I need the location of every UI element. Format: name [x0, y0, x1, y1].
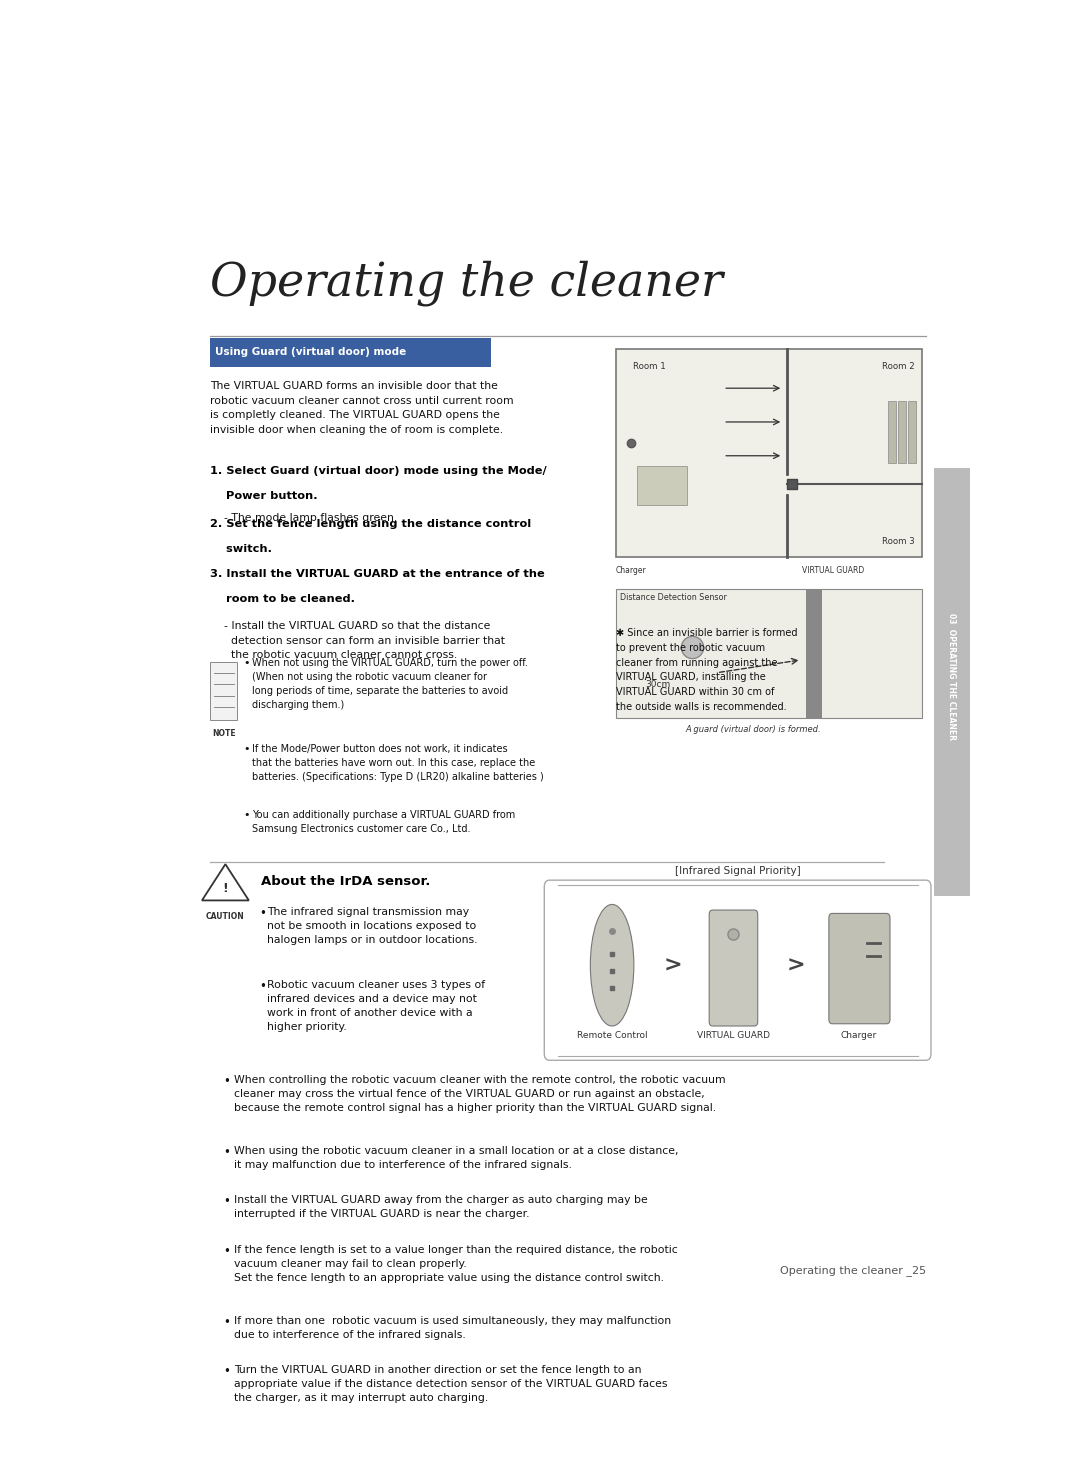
Text: •: •: [259, 981, 266, 993]
FancyBboxPatch shape: [211, 662, 238, 721]
Text: •: •: [224, 1196, 231, 1209]
Text: - Install the VIRTUAL GUARD so that the distance
      detection sensor can form: - Install the VIRTUAL GUARD so that the …: [211, 621, 505, 659]
Text: - The mode lamp flashes green.: - The mode lamp flashes green.: [211, 513, 397, 523]
Text: •: •: [244, 658, 251, 668]
Text: room to be cleaned.: room to be cleaned.: [211, 594, 355, 604]
FancyBboxPatch shape: [617, 589, 922, 718]
Text: The VIRTUAL GUARD forms an invisible door that the
robotic vacuum cleaner cannot: The VIRTUAL GUARD forms an invisible doo…: [211, 382, 514, 434]
Text: About the IrDA sensor.: About the IrDA sensor.: [260, 874, 430, 887]
Text: VIRTUAL GUARD: VIRTUAL GUARD: [802, 566, 864, 575]
Text: Remote Control: Remote Control: [577, 1031, 647, 1039]
Text: Distance Detection Sensor: Distance Detection Sensor: [620, 594, 727, 602]
Text: When not using the VIRTUAL GUARD, turn the power off.
(When not using the roboti: When not using the VIRTUAL GUARD, turn t…: [253, 658, 528, 711]
Text: >: >: [663, 955, 683, 975]
FancyBboxPatch shape: [637, 465, 687, 504]
Text: •: •: [259, 906, 266, 920]
Text: The infrared signal transmission may
not be smooth in locations exposed to
halog: The infrared signal transmission may not…: [267, 906, 477, 944]
Text: If more than one  robotic vacuum is used simultaneously, they may malfunction
du: If more than one robotic vacuum is used …: [233, 1316, 671, 1339]
FancyBboxPatch shape: [544, 880, 931, 1060]
Text: switch.: switch.: [211, 544, 272, 554]
Text: 1. Select Guard (virtual door) mode using the Mode/: 1. Select Guard (virtual door) mode usin…: [211, 466, 546, 475]
Text: •: •: [224, 1246, 231, 1257]
Text: Using Guard (virtual door) mode: Using Guard (virtual door) mode: [215, 346, 406, 357]
Text: VIRTUAL GUARD: VIRTUAL GUARD: [697, 1031, 770, 1039]
FancyBboxPatch shape: [908, 402, 916, 463]
Text: •: •: [244, 810, 251, 820]
Text: Operating the cleaner: Operating the cleaner: [211, 260, 724, 306]
Text: !: !: [222, 882, 228, 895]
Text: 03  OPERATING THE CLEANER: 03 OPERATING THE CLEANER: [947, 613, 957, 740]
FancyBboxPatch shape: [888, 402, 895, 463]
Text: 3. Install the VIRTUAL GUARD at the entrance of the: 3. Install the VIRTUAL GUARD at the entr…: [211, 570, 545, 579]
Text: You can additionally purchase a VIRTUAL GUARD from
Samsung Electronics customer : You can additionally purchase a VIRTUAL …: [253, 810, 515, 835]
Text: CAUTION: CAUTION: [206, 912, 245, 921]
FancyBboxPatch shape: [617, 349, 922, 557]
Text: If the Mode/Power button does not work, it indicates
that the batteries have wor: If the Mode/Power button does not work, …: [253, 744, 544, 782]
Text: •: •: [244, 744, 251, 754]
Text: Room 1: Room 1: [633, 363, 665, 371]
Text: Room 3: Room 3: [882, 537, 915, 545]
Text: •: •: [224, 1316, 231, 1329]
Text: 30cm: 30cm: [646, 680, 671, 689]
Text: When using the robotic vacuum cleaner in a small location or at a close distance: When using the robotic vacuum cleaner in…: [233, 1146, 678, 1170]
Text: •: •: [224, 1146, 231, 1159]
Text: Robotic vacuum cleaner uses 3 types of
infrared devices and a device may not
wor: Robotic vacuum cleaner uses 3 types of i…: [267, 981, 485, 1032]
Text: •: •: [224, 1366, 231, 1379]
Text: Power button.: Power button.: [211, 491, 318, 500]
Text: Room 2: Room 2: [882, 363, 915, 371]
Text: •: •: [224, 1075, 231, 1088]
FancyBboxPatch shape: [828, 914, 890, 1023]
FancyBboxPatch shape: [934, 468, 970, 896]
Text: When controlling the robotic vacuum cleaner with the remote control, the robotic: When controlling the robotic vacuum clea…: [233, 1075, 726, 1113]
Text: Charger: Charger: [841, 1031, 877, 1039]
FancyBboxPatch shape: [806, 589, 823, 718]
Text: ✱ Since an invisible barrier is formed
to prevent the robotic vacuum
cleaner fro: ✱ Since an invisible barrier is formed t…: [617, 629, 798, 712]
Text: 2. Set the fence length using the distance control: 2. Set the fence length using the distan…: [211, 519, 531, 529]
FancyBboxPatch shape: [710, 909, 758, 1026]
Text: Turn the VIRTUAL GUARD in another direction or set the fence length to an
approp: Turn the VIRTUAL GUARD in another direct…: [233, 1366, 667, 1404]
FancyBboxPatch shape: [211, 338, 490, 367]
Text: A guard (virtual door) is formed.: A guard (virtual door) is formed.: [686, 725, 822, 734]
Text: [Infrared Signal Priority]: [Infrared Signal Priority]: [675, 866, 800, 876]
Ellipse shape: [591, 905, 634, 1026]
Text: Charger: Charger: [616, 566, 647, 575]
Text: >: >: [787, 955, 806, 975]
Text: If the fence length is set to a value longer than the required distance, the rob: If the fence length is set to a value lo…: [233, 1246, 677, 1282]
Text: Install the VIRTUAL GUARD away from the charger as auto charging may be
interrup: Install the VIRTUAL GUARD away from the …: [233, 1196, 648, 1219]
Text: NOTE: NOTE: [212, 730, 235, 738]
Polygon shape: [202, 864, 248, 901]
Text: Operating the cleaner _25: Operating the cleaner _25: [780, 1266, 926, 1276]
FancyBboxPatch shape: [899, 402, 906, 463]
